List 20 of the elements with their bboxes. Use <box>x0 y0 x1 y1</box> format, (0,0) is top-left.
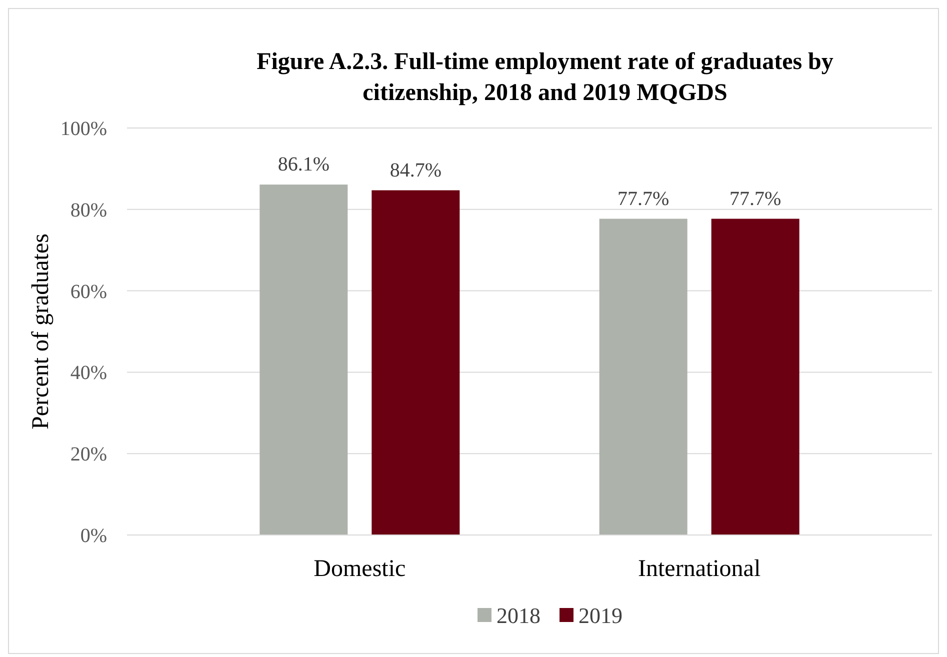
y-tick-label: 20% <box>70 444 107 466</box>
data-label: 77.7% <box>617 188 670 210</box>
y-tick-label: 80% <box>70 199 107 222</box>
legend-label: 2019 <box>578 603 622 628</box>
y-axis-title: Percent of graduates <box>28 234 54 430</box>
bar <box>260 184 348 535</box>
bar <box>711 218 800 535</box>
data-label: 77.7% <box>729 188 782 210</box>
bar <box>599 218 688 535</box>
y-tick-label: 100% <box>60 118 107 140</box>
data-label: 84.7% <box>390 159 442 182</box>
y-tick-label: 40% <box>70 362 107 384</box>
y-tick-label: 0% <box>80 525 107 547</box>
x-tick-label: International <box>638 556 761 582</box>
y-tick-label: 60% <box>70 280 107 303</box>
legend-label: 2018 <box>496 603 540 628</box>
data-label: 86.1% <box>278 154 330 176</box>
bar <box>372 190 460 535</box>
chart-title: Figure A.2.3. Full-time employment rate of graduates by citizenship, 2018 and 2019 MQGDS <box>256 49 834 106</box>
x-tick-label: Domestic <box>314 556 406 582</box>
